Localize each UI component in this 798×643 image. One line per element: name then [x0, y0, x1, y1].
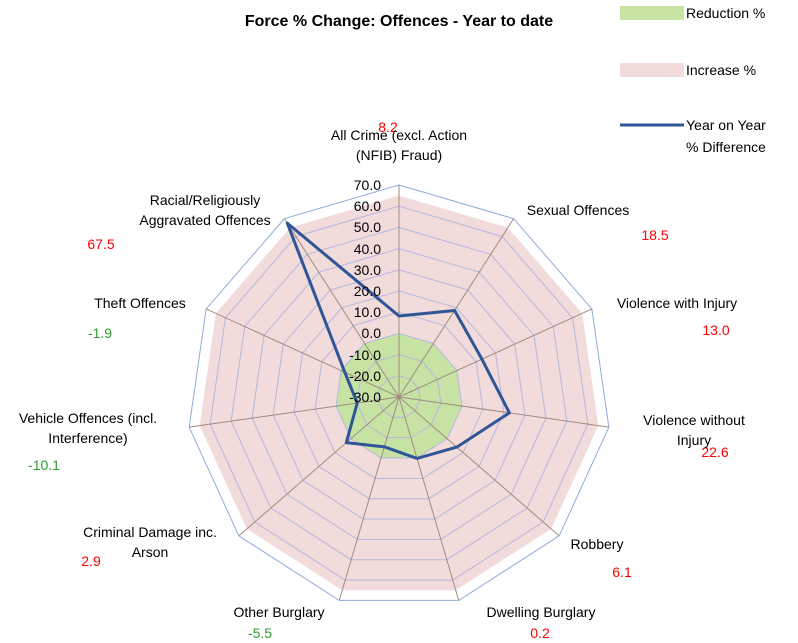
grid-ring — [251, 248, 547, 540]
y-tick-label: -10.0 — [349, 346, 381, 363]
y-tick-label: 40.0 — [353, 240, 381, 257]
y-tick-label: 20.0 — [353, 283, 381, 299]
data-label: -5.5 — [247, 625, 273, 641]
spoke — [398, 218, 515, 398]
y-tick-label: 50.0 — [353, 219, 381, 236]
spoke — [338, 396, 400, 601]
grid-ring — [335, 332, 463, 459]
chart-title: Force % Change: Offences - Year to date — [244, 13, 554, 30]
y-tick-label: -20.0 — [349, 367, 381, 384]
series-line — [285, 221, 511, 460]
legend-swatch — [620, 63, 684, 77]
spoke — [398, 308, 593, 398]
data-label: -1.9 — [87, 325, 113, 341]
legend-label: Year on Year % Difference — [686, 117, 766, 155]
category-label: Dwelling Burglary — [486, 604, 596, 620]
grid-ring — [293, 290, 505, 500]
y-tick-label: 70.0 — [353, 177, 381, 193]
grid-ring — [314, 311, 484, 479]
category-label: Other Burglary — [233, 604, 325, 620]
spoke — [189, 396, 400, 428]
y-tick-label: 0.0 — [361, 325, 381, 342]
grid-ring — [356, 354, 442, 439]
grid-ring — [230, 226, 568, 561]
spoke — [205, 308, 400, 398]
category-label: Robbery — [570, 536, 624, 552]
spoke — [238, 396, 400, 537]
category-label: Theft Offences — [94, 295, 186, 311]
category-label: Criminal Damage inc. Arson — [83, 524, 217, 560]
data-label: 22.6 — [701, 444, 729, 460]
category-label: Violence without Injury — [643, 412, 745, 448]
legend-label: Reduction % — [686, 5, 766, 21]
category-label: Violence with Injury — [616, 295, 738, 311]
y-tick-label: -30.0 — [349, 389, 381, 405]
data-label: 2.9 — [81, 553, 101, 569]
grid-ring — [188, 184, 610, 601]
grid-ring — [209, 205, 589, 581]
spoke — [398, 396, 609, 428]
y-tick-label: 10.0 — [353, 304, 381, 321]
spoke — [398, 396, 460, 601]
category-label: All Crime (excl. Action (NFIB) Fraud) — [330, 127, 468, 163]
data-label: 13.0 — [702, 322, 730, 338]
spoke — [283, 218, 400, 398]
data-label: 6.1 — [612, 564, 632, 580]
data-label: 67.5 — [87, 236, 115, 252]
data-label: 18.5 — [641, 227, 669, 243]
grid-ring — [377, 375, 421, 418]
category-label: Sexual Offences — [526, 202, 630, 218]
data-label: 0.2 — [530, 625, 550, 641]
grid-ring — [272, 269, 526, 520]
category-label: Racial/Religiously Aggravated Offences — [139, 192, 271, 228]
data-label: -10.1 — [28, 457, 60, 473]
y-tick-label: 30.0 — [353, 261, 381, 278]
legend-swatch — [620, 6, 684, 20]
data-label: 8.2 — [378, 119, 398, 135]
category-label: Vehicle Offences (incl. Interference) — [18, 410, 158, 446]
spoke — [398, 396, 560, 537]
legend-label: Increase % — [686, 62, 757, 78]
y-tick-label: 60.0 — [353, 198, 381, 215]
